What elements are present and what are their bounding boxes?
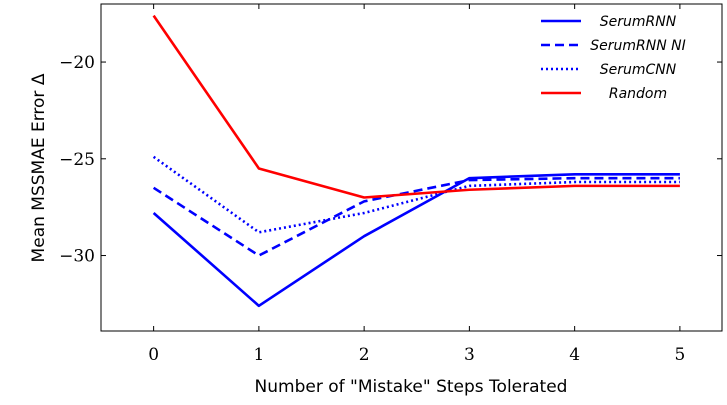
x-tick-label-2: 2 <box>359 345 370 365</box>
legend: SerumRNN SerumRNN NI SerumCNN Random <box>541 14 686 102</box>
x-tick-label-3: 3 <box>464 345 475 365</box>
legend-label-2: SerumCNN <box>600 62 677 78</box>
legend-label-0: SerumRNN <box>600 14 677 30</box>
y-tick-label-0: −20 <box>59 53 95 73</box>
plot-frame <box>100 3 723 332</box>
series-lines <box>152 14 680 308</box>
x-axis-label: Number of "Mistake" Steps Tolerated <box>255 377 568 397</box>
x-tick-label-5: 5 <box>674 345 685 365</box>
legend-label-3: Random <box>609 86 667 102</box>
legend-label-1: SerumRNN NI <box>590 38 686 54</box>
y-tick-label-1: −25 <box>59 150 95 170</box>
series-line-1 <box>152 176 680 257</box>
y-tick-label-2: −30 <box>59 247 95 267</box>
series-line-3 <box>152 14 680 199</box>
series-line-2 <box>152 155 680 234</box>
y-axis-label: Mean MSSMAE Error Δ <box>29 73 49 262</box>
x-tick-label-1: 1 <box>253 345 264 365</box>
axis-ticks: 0 1 2 3 4 5 −20 −25 −30 <box>59 4 722 365</box>
x-tick-label-0: 0 <box>148 345 159 365</box>
series-line-0 <box>152 172 680 308</box>
x-tick-label-4: 4 <box>569 345 580 365</box>
